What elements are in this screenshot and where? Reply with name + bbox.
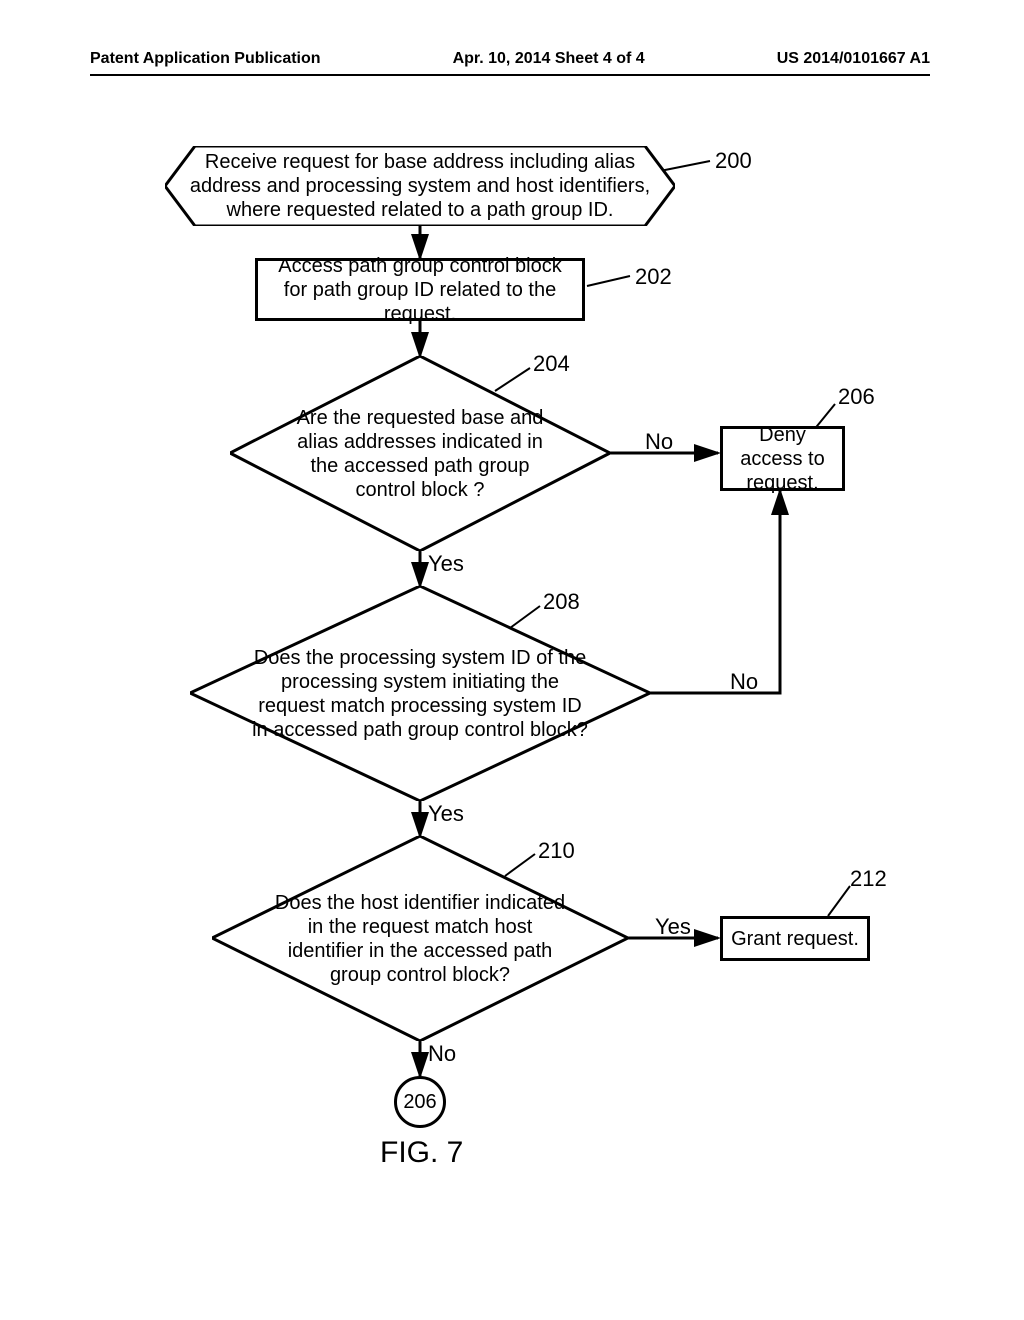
- ref-206: 206: [838, 384, 875, 410]
- ref-202: 202: [635, 264, 672, 290]
- ref-212: 212: [850, 866, 887, 892]
- process-node-206: Deny access to request.: [720, 426, 845, 491]
- node-204-text: Are the requested base and alias address…: [280, 400, 560, 508]
- start-node-200: Receive request for base address includi…: [165, 146, 675, 226]
- process-node-212: Grant request.: [720, 916, 870, 961]
- edge-208-yes: Yes: [428, 801, 464, 827]
- ref-204: 204: [533, 351, 570, 377]
- node-200-text: Receive request for base address includi…: [165, 144, 675, 228]
- header-right: US 2014/0101667 A1: [777, 50, 930, 68]
- header-center: Apr. 10, 2014 Sheet 4 of 4: [453, 50, 645, 68]
- node-212-text: Grant request.: [725, 921, 865, 957]
- page-header: Patent Application Publication Apr. 10, …: [90, 50, 930, 76]
- figure-label: FIG. 7: [380, 1136, 463, 1170]
- ref-208: 208: [543, 589, 580, 615]
- ref-200: 200: [715, 148, 752, 174]
- node-206-text: Deny access to request.: [723, 417, 842, 501]
- edge-204-yes: Yes: [428, 551, 464, 577]
- edge-204-no: No: [645, 429, 673, 455]
- decision-node-210: Does the host identifier indicated in th…: [212, 836, 628, 1041]
- offpage-ref-206-text: 206: [403, 1091, 436, 1114]
- ref-210: 210: [538, 838, 575, 864]
- node-208-text: Does the processing system ID of the pro…: [245, 640, 595, 748]
- header-left: Patent Application Publication: [90, 50, 321, 68]
- edge-210-yes: Yes: [655, 914, 691, 940]
- decision-node-208: Does the processing system ID of the pro…: [190, 586, 650, 801]
- edge-210-no: No: [428, 1041, 456, 1067]
- node-202-text: Access path group control block for path…: [258, 248, 582, 332]
- offpage-ref-206: 206: [394, 1076, 446, 1128]
- flowchart: Receive request for base address includi…: [90, 146, 930, 1206]
- node-210-text: Does the host identifier indicated in th…: [265, 885, 575, 993]
- decision-node-204: Are the requested base and alias address…: [230, 356, 610, 551]
- process-node-202: Access path group control block for path…: [255, 258, 585, 321]
- edge-208-no: No: [730, 669, 758, 695]
